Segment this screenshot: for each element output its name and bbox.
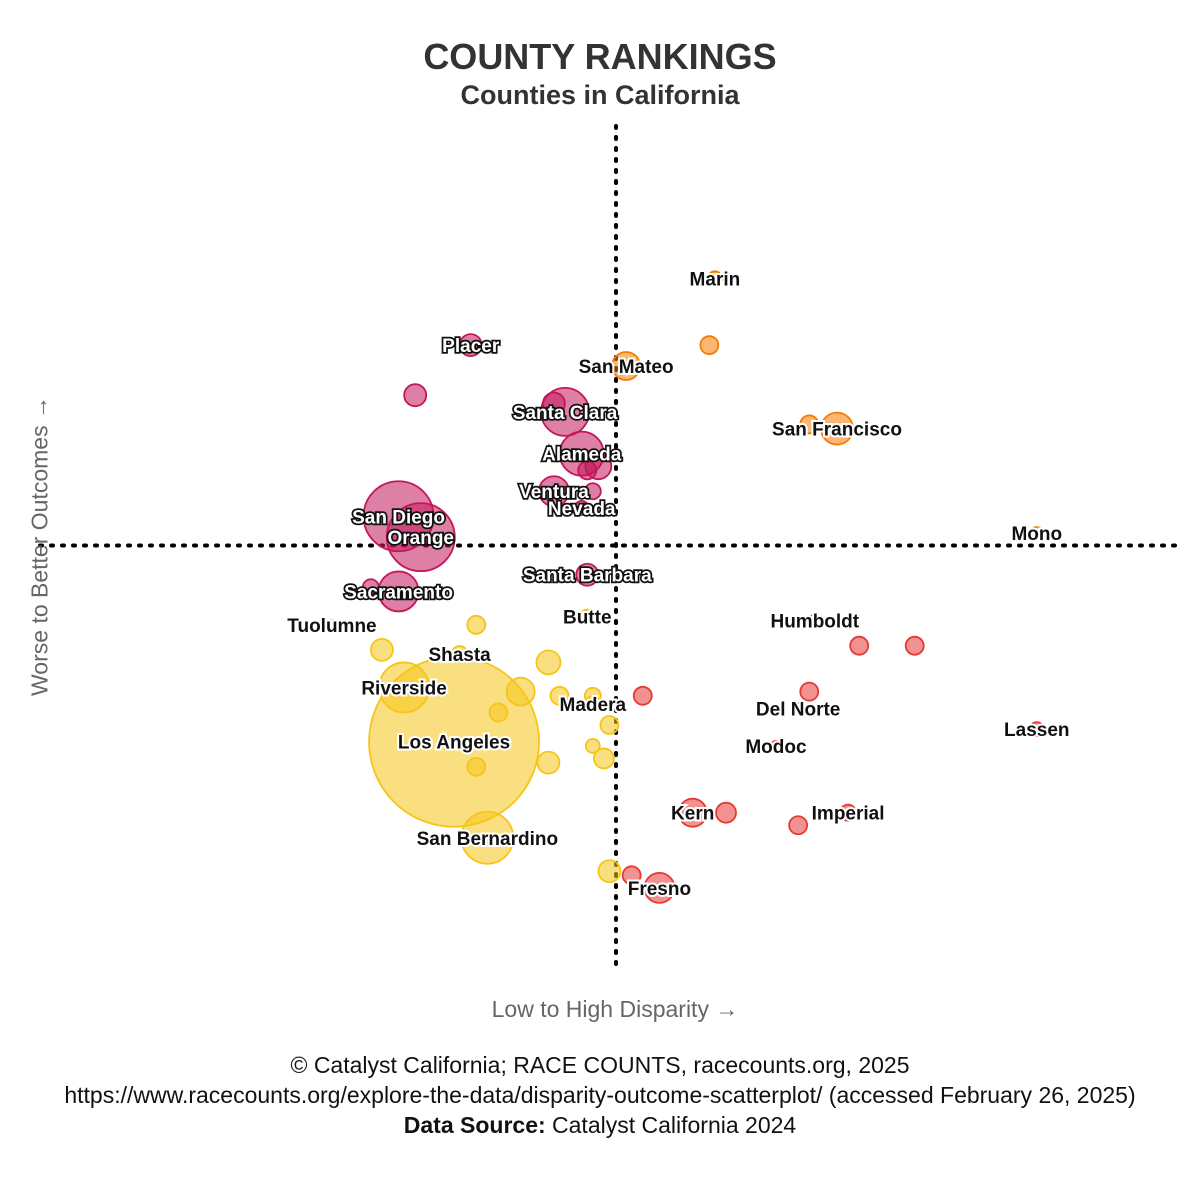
point-label-placer: Placer xyxy=(442,336,500,357)
point-label-orange: Orange xyxy=(387,528,454,549)
quadrant-dividers xyxy=(38,124,1182,967)
data-point[interactable] xyxy=(583,482,602,501)
data-source-value: Catalyst California 2024 xyxy=(552,1112,797,1138)
data-point[interactable] xyxy=(621,865,642,886)
point-label-santa-clara: Santa Clara xyxy=(513,403,618,424)
data-point-mono[interactable] xyxy=(1029,526,1044,540)
point-label-sacramento: Sacramento xyxy=(344,582,453,603)
point-label-imperial: Imperial xyxy=(812,804,885,825)
x-axis-label: Low to High Disparity → xyxy=(491,996,739,1022)
data-point-tuolumne[interactable] xyxy=(326,618,338,631)
chart-title: COUNTY RANKINGS xyxy=(423,36,777,77)
data-point-san-bernardino[interactable] xyxy=(460,810,515,865)
data-point-imperial[interactable] xyxy=(839,803,857,822)
data-point[interactable] xyxy=(488,702,509,723)
data-point[interactable] xyxy=(799,681,820,702)
point-label-san-francisco: San Francisco xyxy=(772,420,902,441)
point-label-san-diego: San Diego xyxy=(352,507,445,528)
data-point-marin[interactable] xyxy=(707,270,723,287)
data-point[interactable] xyxy=(632,685,653,706)
data-point[interactable] xyxy=(505,676,536,707)
data-point[interactable] xyxy=(799,414,820,435)
data-point-lassen[interactable] xyxy=(1028,721,1045,738)
data-point[interactable] xyxy=(542,391,566,416)
point-labels: Marin San Mateo San Francisco Mono Placer San… xyxy=(285,267,1071,902)
data-point[interactable] xyxy=(599,715,620,735)
data-point[interactable] xyxy=(466,614,487,635)
data-point[interactable] xyxy=(536,750,561,775)
point-label-alameda: Alameda xyxy=(542,445,622,466)
point-label-madera: Madera xyxy=(560,695,627,716)
data-point-placer[interactable] xyxy=(458,333,483,358)
source-url-line[interactable]: https://www.racecounts.org/explore-the-d… xyxy=(64,1082,1136,1108)
data-point[interactable] xyxy=(849,635,870,656)
point-label-fresno: Fresno xyxy=(628,879,691,900)
data-source-line: Data Source: Catalyst California 2024 xyxy=(20,1110,1180,1140)
point-label-mono: Mono xyxy=(1011,524,1062,545)
data-point[interactable] xyxy=(715,801,737,824)
data-point[interactable] xyxy=(549,685,570,706)
data-point[interactable] xyxy=(577,460,598,481)
data-point[interactable] xyxy=(466,756,487,777)
data-point-ventura[interactable] xyxy=(538,475,570,508)
data-point-santa-barbara[interactable] xyxy=(575,562,600,587)
data-point-kern[interactable] xyxy=(677,797,708,828)
point-label-del-norte: Del Norte xyxy=(756,699,840,720)
point-label-san-mateo: San Mateo xyxy=(579,357,674,378)
scatter-plot: Marin San Mateo San Francisco Mono Placer San… xyxy=(38,124,1182,967)
data-points xyxy=(326,270,1045,904)
data-point[interactable] xyxy=(593,747,615,770)
data-point-modoc[interactable] xyxy=(770,740,782,752)
point-label-marin: Marin xyxy=(690,269,741,290)
data-point[interactable] xyxy=(788,815,809,836)
data-point-del-norte[interactable] xyxy=(792,702,805,715)
data-point-butte[interactable] xyxy=(579,608,596,625)
data-point-orange[interactable] xyxy=(385,502,456,573)
data-point[interactable] xyxy=(597,859,622,884)
data-point-humboldt[interactable] xyxy=(807,613,822,628)
chart-subtitle: Counties in California xyxy=(460,80,740,110)
data-source-label: Data Source: xyxy=(403,1112,546,1138)
point-label-modoc: Modoc xyxy=(745,737,807,758)
data-point[interactable] xyxy=(584,738,601,754)
point-label-los-angeles: Los Angeles xyxy=(398,733,510,754)
data-point[interactable] xyxy=(361,578,380,597)
data-point-riverside[interactable] xyxy=(378,661,431,714)
point-label-butte: Butte xyxy=(563,607,612,628)
data-point[interactable] xyxy=(403,383,428,408)
data-point[interactable] xyxy=(904,635,925,656)
data-point[interactable] xyxy=(369,637,394,662)
data-point[interactable] xyxy=(699,335,720,356)
data-point-san-francisco[interactable] xyxy=(820,411,854,446)
point-label-lassen: Lassen xyxy=(1004,720,1069,741)
point-label-shasta: Shasta xyxy=(428,645,491,666)
copyright-line: © Catalyst California; RACE COUNTS, race… xyxy=(290,1052,910,1078)
point-label-santa-barbara: Santa Barbara xyxy=(523,566,652,587)
y-axis-label: Worse to Better Outcomes → xyxy=(26,396,53,696)
point-label-riverside: Riverside xyxy=(361,678,447,699)
point-label-ventura: Ventura xyxy=(519,482,589,503)
data-point-madera[interactable] xyxy=(583,695,602,714)
data-point-san-mateo[interactable] xyxy=(611,351,641,381)
data-point-nevada[interactable] xyxy=(573,500,590,516)
point-label-tuolumne: Tuolumne xyxy=(287,616,376,637)
point-label-kern: Kern xyxy=(671,804,714,825)
point-label-nevada: Nevada xyxy=(548,499,616,520)
point-label-san-bernardino: San Bernardino xyxy=(417,829,558,850)
data-point-fresno[interactable] xyxy=(643,871,676,904)
data-point[interactable] xyxy=(535,649,562,676)
footer: © Catalyst California; RACE COUNTS, race… xyxy=(20,1050,1180,1140)
point-label-humboldt: Humboldt xyxy=(770,612,859,633)
data-point-shasta[interactable] xyxy=(450,645,469,663)
